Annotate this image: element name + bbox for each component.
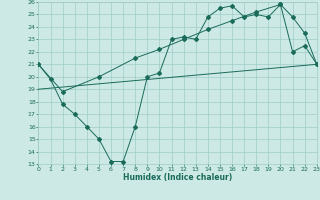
X-axis label: Humidex (Indice chaleur): Humidex (Indice chaleur): [123, 173, 232, 182]
